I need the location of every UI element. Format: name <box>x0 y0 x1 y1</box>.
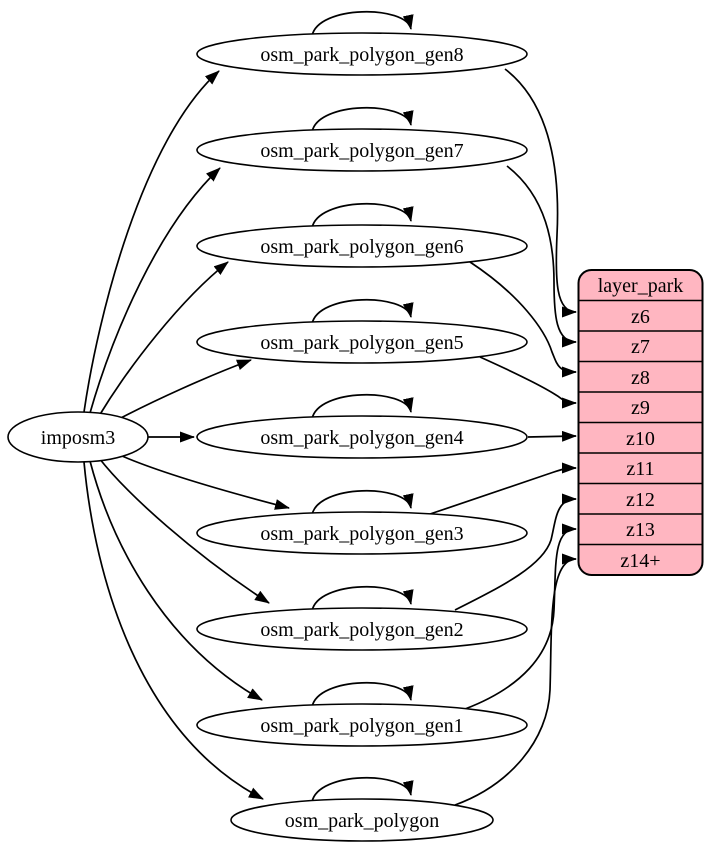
edge-self-loop-polygon <box>311 776 414 803</box>
node-osm-park-polygon-gen6: osm_park_polygon_gen6 <box>196 224 528 268</box>
edge-imposm3-to-polygon <box>83 461 264 800</box>
edge-gen6-to-z8 <box>469 261 577 378</box>
node-osm-park-polygon-gen7: osm_park_polygon_gen7 <box>196 128 528 172</box>
zoom-row-z14plus: z14+ <box>620 550 660 572</box>
node-gen1-label: osm_park_polygon_gen1 <box>260 715 463 737</box>
zoom-row-z8: z8 <box>631 367 650 389</box>
node-gen2-label: osm_park_polygon_gen2 <box>260 619 463 641</box>
edge-self-loop-gen6 <box>311 202 414 229</box>
zoom-row-z10: z10 <box>626 428 655 450</box>
edge-imposm3-to-gen3 <box>112 451 290 510</box>
node-gen3-label: osm_park_polygon_gen3 <box>260 523 463 545</box>
edge-imposm3-to-gen2 <box>98 457 270 604</box>
edge-self-loop-gen5 <box>311 298 414 325</box>
node-osm-park-polygon: osm_park_polygon <box>230 798 494 842</box>
node-gen4-shape <box>196 415 528 459</box>
layer-park-title: layer_park <box>598 275 684 297</box>
zoom-row-z6: z6 <box>631 306 650 328</box>
node-gen5-label: osm_park_polygon_gen5 <box>260 332 463 354</box>
node-osm-park-polygon-gen8: osm_park_polygon_gen8 <box>196 32 528 76</box>
edge-gen4-to-z10 <box>527 430 577 442</box>
edge-gen5-to-z9 <box>479 356 577 409</box>
zoom-row-z13: z13 <box>626 519 655 541</box>
node-osm-park-polygon-gen2: osm_park_polygon_gen2 <box>196 607 528 651</box>
edge-gen3-to-z11 <box>429 462 577 515</box>
node-gen8-shape <box>196 32 528 76</box>
edge-gen2-to-z12 <box>454 493 577 611</box>
node-gen2-shape <box>196 607 528 651</box>
edge-self-loop-gen4 <box>311 393 414 420</box>
node-osm-park-polygon-gen1: osm_park_polygon_gen1 <box>196 703 528 747</box>
node-gen7-shape <box>196 128 528 172</box>
node-imposm3: imposm3 <box>7 411 149 463</box>
edge-imposm3-to-gen8 <box>83 70 220 413</box>
node-gen8-label: osm_park_polygon_gen8 <box>260 44 463 66</box>
node-osm-park-polygon-gen4: osm_park_polygon_gen4 <box>196 415 528 459</box>
zoom-row-z12: z12 <box>626 489 655 511</box>
edges <box>83 10 577 806</box>
edge-self-loop-gen3 <box>311 489 414 516</box>
edge-self-loop-gen2 <box>311 585 414 612</box>
node-imposm3-shape <box>7 411 149 463</box>
edge-gen7-to-z7 <box>506 165 577 348</box>
node-gen4-label: osm_park_polygon_gen4 <box>260 427 463 449</box>
node-layer-park: layer_park z6 z7 z8 z9 z10 z11 z12 z13 z… <box>577 269 704 576</box>
node-gen1-shape <box>196 703 528 747</box>
nodes: imposm3 osm_park_polygon_gen8 osm_park_p… <box>7 32 528 842</box>
node-gen6-shape <box>196 224 528 268</box>
zoom-row-z9: z9 <box>631 397 650 419</box>
edge-imposm3-to-gen6 <box>98 261 229 417</box>
edge-polygon-to-z14 <box>454 553 577 806</box>
edge-imposm3-to-gen1 <box>89 460 263 701</box>
edge-self-loop-gen7 <box>311 106 414 133</box>
edge-gen8-to-z6 <box>504 68 577 318</box>
zoom-row-z7: z7 <box>631 336 650 358</box>
node-gen6-label: osm_park_polygon_gen6 <box>260 236 463 258</box>
node-osm-park-polygon-gen3: osm_park_polygon_gen3 <box>196 511 528 555</box>
node-polygon-shape <box>230 798 494 842</box>
node-imposm3-label: imposm3 <box>41 427 115 449</box>
node-osm-park-polygon-gen5: osm_park_polygon_gen5 <box>196 320 528 364</box>
node-polygon-label: osm_park_polygon <box>285 810 439 832</box>
edge-self-loop-gen8 <box>311 10 414 37</box>
edge-self-loop-gen1 <box>311 681 414 708</box>
zoom-row-z11: z11 <box>626 458 654 480</box>
edge-imposm3-to-gen5 <box>112 359 252 423</box>
edge-gen1-to-z13 <box>464 523 577 710</box>
node-gen7-label: osm_park_polygon_gen7 <box>260 140 463 162</box>
node-gen3-shape <box>196 511 528 555</box>
node-gen5-shape <box>196 320 528 364</box>
edge-imposm3-to-gen7 <box>89 167 221 414</box>
